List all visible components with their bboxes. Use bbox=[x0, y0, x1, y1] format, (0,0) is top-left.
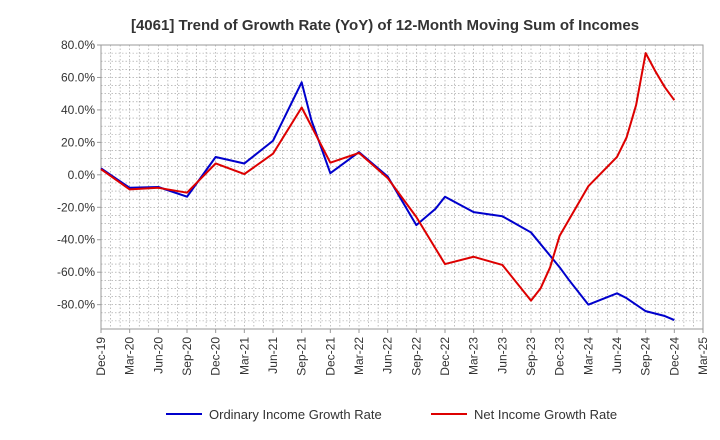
y-tick-label: 80.0% bbox=[61, 38, 95, 52]
x-tick-label: Jun-20 bbox=[151, 337, 165, 374]
plot-frame bbox=[100, 44, 704, 330]
x-tick-label: Dec-24 bbox=[667, 337, 681, 376]
series-line-1 bbox=[100, 81, 675, 321]
series-line-2 bbox=[100, 52, 676, 302]
y-tick-label: 0.0% bbox=[68, 168, 96, 182]
x-tick-label: Dec-21 bbox=[323, 337, 337, 376]
y-axis: 80.0% 60.0% 40.0% 20.0% 0.0% -20.0% -40.0% -60.… bbox=[57, 38, 101, 312]
x-tick-label: Mar-22 bbox=[352, 337, 366, 375]
legend: Ordinary Income Growth Rate Net Income Gr… bbox=[166, 407, 617, 422]
y-tick-label: 20.0% bbox=[61, 135, 95, 149]
y-tick-label: -60.0% bbox=[57, 265, 95, 279]
x-tick-label: Sep-24 bbox=[639, 337, 653, 376]
chart-title: [4061] Trend of Growth Rate (YoY) of 12-… bbox=[131, 17, 639, 34]
x-tick-label: Mar-25 bbox=[696, 337, 710, 375]
y-tick-label: -80.0% bbox=[57, 298, 95, 312]
x-tick-label: Jun-24 bbox=[610, 337, 624, 374]
series-layer bbox=[100, 52, 676, 321]
x-tick-label: Dec-20 bbox=[209, 337, 223, 376]
x-tick-label: Dec-22 bbox=[438, 337, 452, 376]
x-tick-label: Sep-20 bbox=[180, 337, 194, 376]
y-tick-label: -20.0% bbox=[57, 200, 95, 214]
x-tick-label: Sep-22 bbox=[409, 337, 423, 376]
x-tick-label: Jun-21 bbox=[266, 337, 280, 374]
x-tick-label: Jun-22 bbox=[381, 337, 395, 374]
legend-label-1: Ordinary Income Growth Rate bbox=[209, 407, 382, 422]
x-tick-label: Mar-24 bbox=[581, 337, 595, 375]
x-tick-label: Jun-23 bbox=[495, 337, 509, 374]
x-tick-label: Sep-21 bbox=[295, 337, 309, 376]
y-tick-label: 60.0% bbox=[61, 70, 95, 84]
x-tick-label: Dec-19 bbox=[94, 337, 108, 376]
x-tick-label: Dec-23 bbox=[553, 337, 567, 376]
x-axis: Dec-19 Mar-20 Jun-20 Sep-20 Dec-20 Mar-21 Jun-… bbox=[94, 329, 710, 376]
x-tick-label: Mar-21 bbox=[237, 337, 251, 375]
y-tick-label: -40.0% bbox=[57, 233, 95, 247]
y-tick-label: 40.0% bbox=[61, 103, 95, 117]
legend-label-2: Net Income Growth Rate bbox=[474, 407, 617, 422]
x-tick-label: Sep-23 bbox=[524, 337, 538, 376]
x-tick-label: Mar-20 bbox=[123, 337, 137, 375]
x-tick-label: Mar-23 bbox=[467, 337, 481, 375]
